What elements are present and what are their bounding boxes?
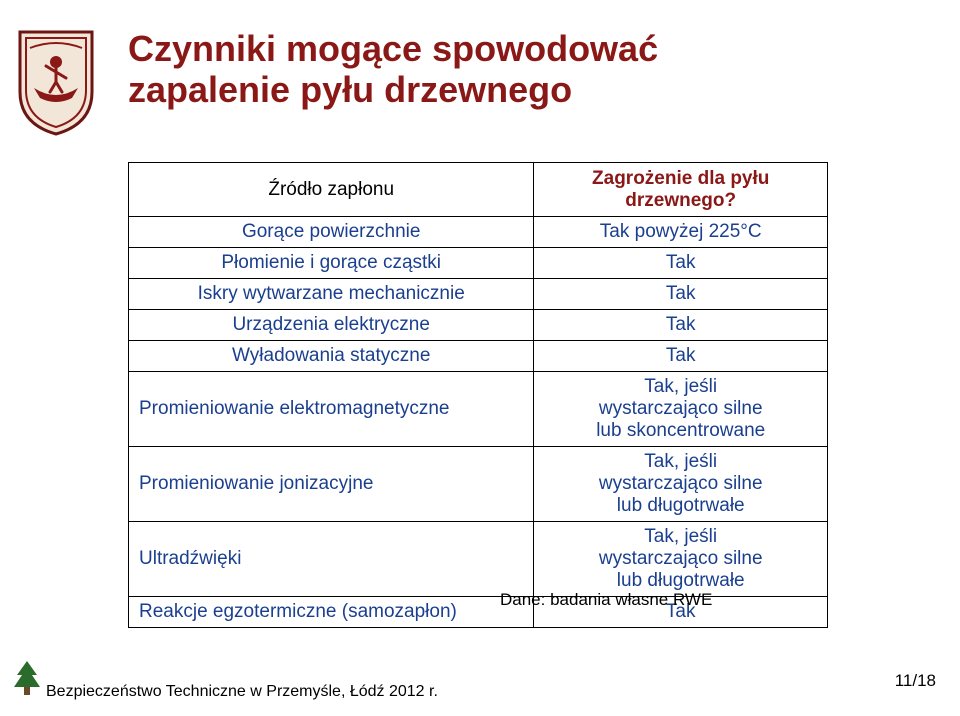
table-row: Płomienie i gorące cząstki Tak	[129, 248, 828, 279]
table-row: Urządzenia elektryczne Tak	[129, 310, 828, 341]
footer-text: Bezpieczeństwo Techniczne w Przemyśle, Ł…	[46, 683, 438, 705]
table-header-hazard: Zagrożenie dla pyłu drzewnego?	[534, 163, 828, 217]
table-row: Iskry wytwarzane mechanicznie Tak	[129, 279, 828, 310]
ignition-sources-table: Źródło zapłonu Zagrożenie dla pyłu drzew…	[128, 162, 828, 628]
university-crest-icon	[16, 28, 96, 138]
title-line-1: Czynniki mogące spowodować	[128, 28, 920, 69]
table-row: Wyładowania statyczne Tak	[129, 341, 828, 372]
page-number: 11/18	[895, 671, 936, 693]
tree-icon	[10, 659, 44, 705]
slide-title: Czynniki mogące spowodować zapalenie pył…	[128, 28, 920, 111]
table-row: Promieniowanie elektromagnetyczne Tak, j…	[129, 372, 828, 447]
slide-footer: Bezpieczeństwo Techniczne w Przemyśle, Ł…	[0, 656, 960, 716]
title-line-2: zapalenie pyłu drzewnego	[128, 69, 920, 110]
table-row: Gorące powierzchnie Tak powyżej 225°C	[129, 217, 828, 248]
data-source-caption: Dane: badania własne RWE	[500, 590, 712, 610]
table-row: Reakcje egzotermiczne (samozapłon) Tak	[129, 597, 828, 628]
table-row: Promieniowanie jonizacyjne Tak, jeśli wy…	[129, 447, 828, 522]
table-header-source: Źródło zapłonu	[129, 163, 534, 217]
table-row: Ultradźwięki Tak, jeśli wystarczająco si…	[129, 522, 828, 597]
